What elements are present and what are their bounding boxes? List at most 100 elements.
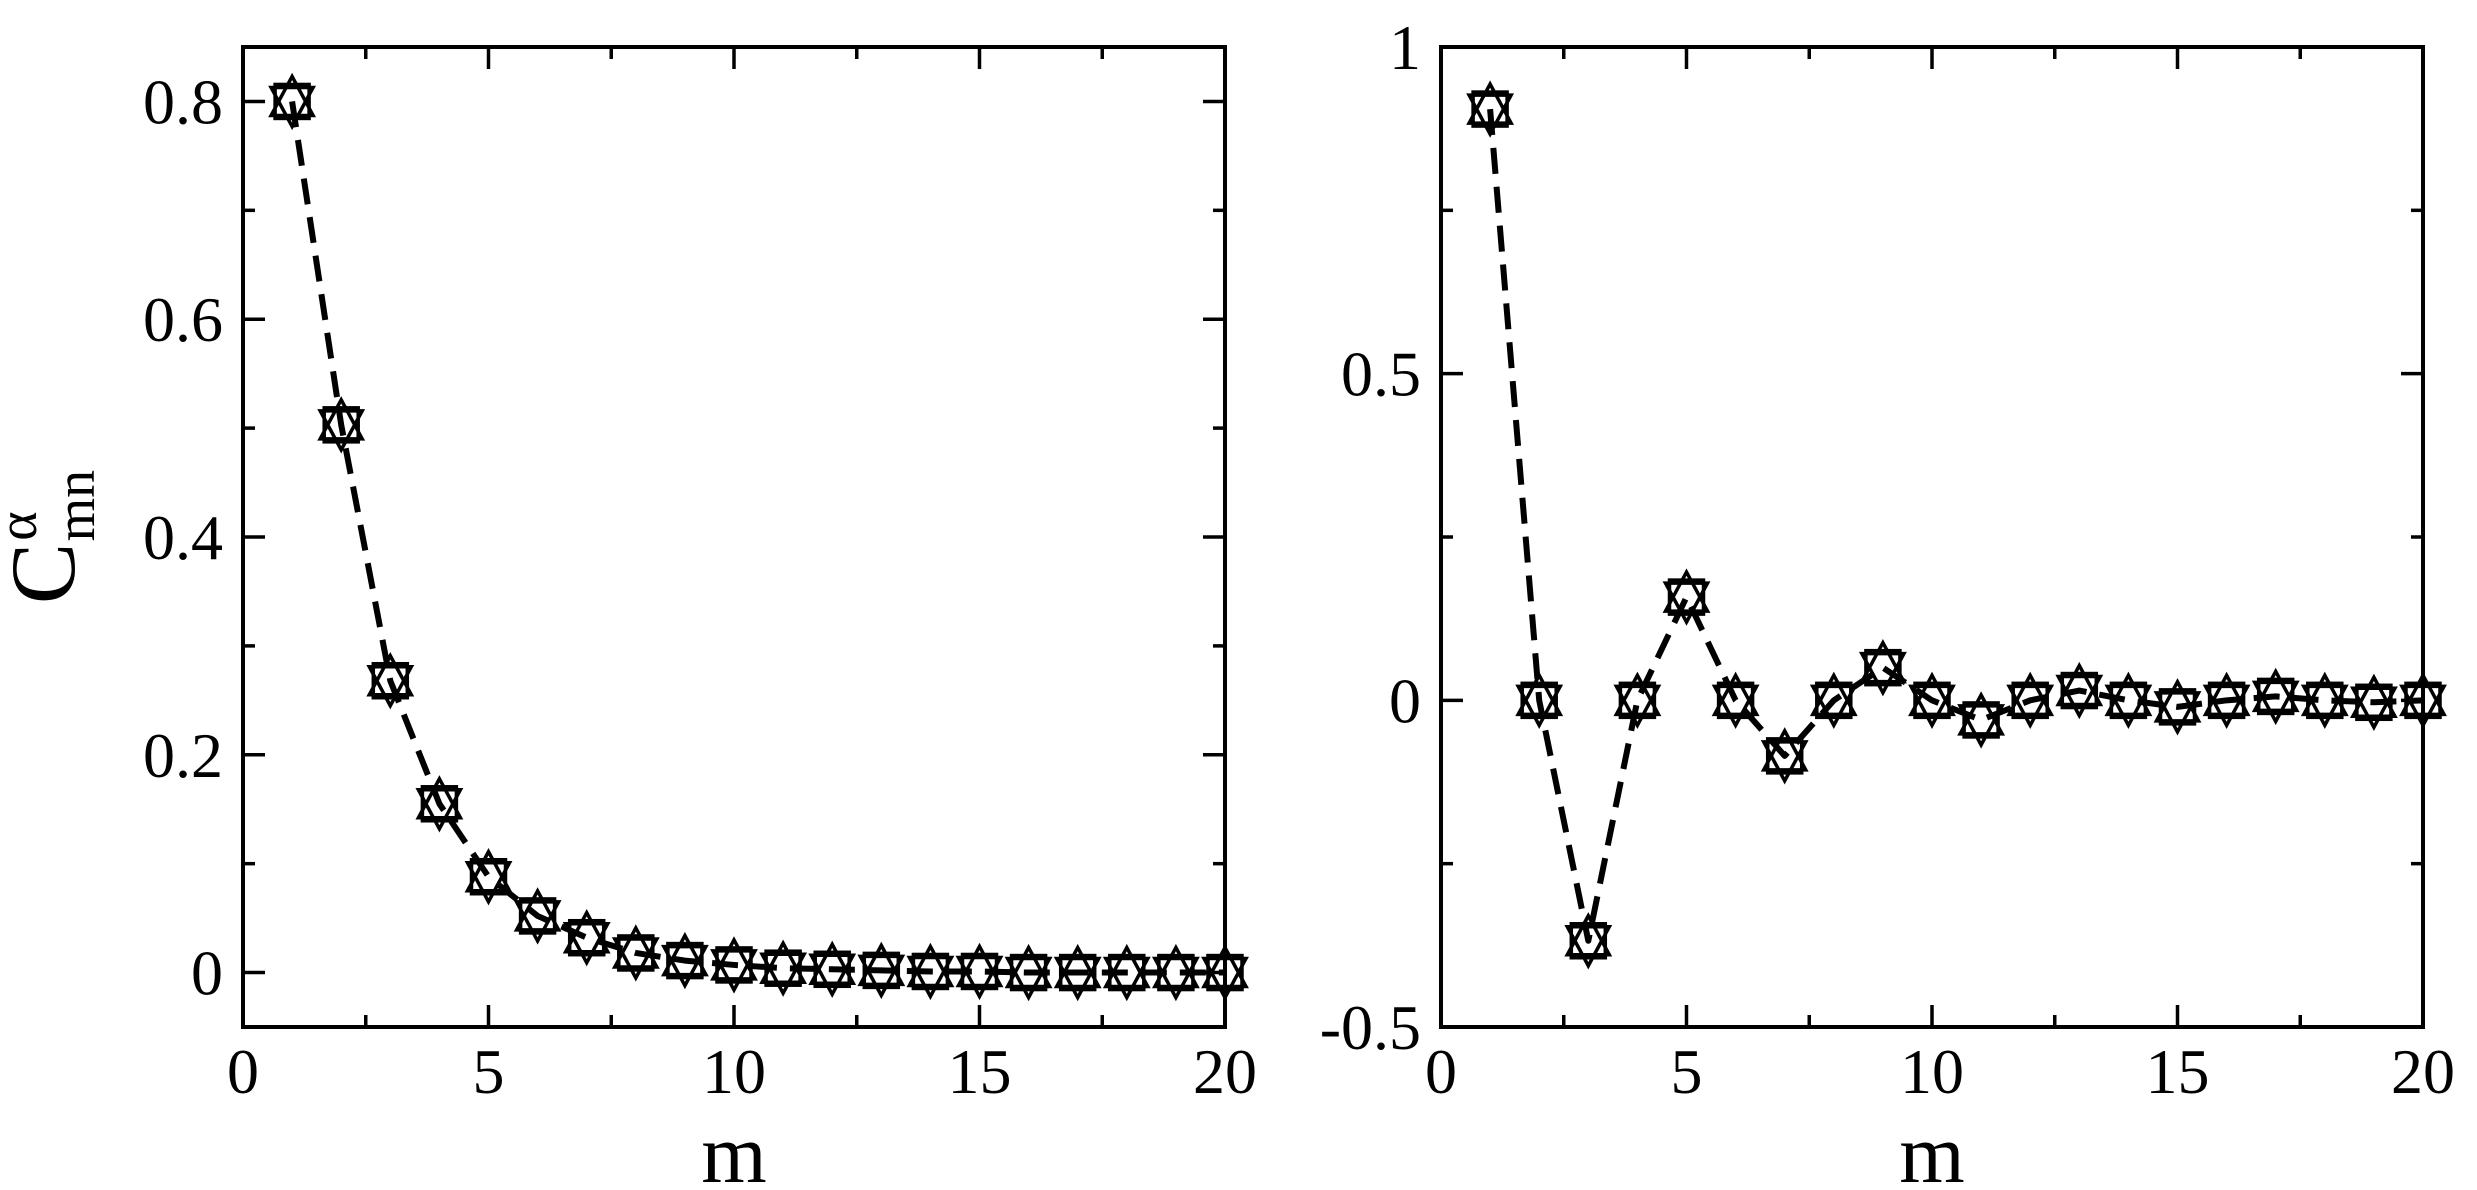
- triangle-down-point: [906, 955, 955, 1001]
- triangle-down-point: [1004, 956, 1053, 1002]
- triangle-down-point: [1957, 704, 2006, 749]
- triangle-down-point: [562, 921, 611, 967]
- triangle-up-point: [2055, 661, 2104, 707]
- triangle-up-point: [2104, 671, 2153, 717]
- triangle-up-point: [415, 775, 464, 820]
- square-point: [2158, 688, 2197, 726]
- triangle-up-point: [1858, 638, 1907, 684]
- triangle-down-point: [317, 409, 366, 454]
- triangle-up-point: [660, 931, 709, 977]
- triangle-up-point: [1662, 568, 1711, 613]
- square-point: [1815, 681, 1853, 720]
- series-line: [289, 100, 1225, 976]
- square-point: [2355, 683, 2393, 722]
- triangle-up-point: [611, 924, 660, 969]
- x-tick-label: 15: [948, 1036, 1012, 1107]
- square-point: [1471, 90, 1509, 128]
- square-point: [715, 946, 753, 984]
- triangle-down-point: [759, 952, 808, 997]
- triangle-down-point: [1053, 956, 1102, 1002]
- triangle-up-point: [1515, 671, 1564, 717]
- y-tick-label: 0.8: [143, 66, 223, 137]
- triangle-down-point: [611, 937, 660, 982]
- x-tick-label: 20: [2391, 1036, 2455, 1107]
- y-axis-title: Cαmn: [0, 470, 107, 604]
- x-tick-label: 10: [702, 1036, 766, 1107]
- triangle-down-point: [1662, 581, 1711, 626]
- square-point: [567, 918, 606, 957]
- x-tick-label: 0: [227, 1036, 259, 1107]
- x-tick-label: 15: [2146, 1036, 2210, 1107]
- triangle-up-point: [2300, 671, 2349, 717]
- square-point: [1058, 953, 1097, 992]
- triangle-up-point: [1809, 671, 1858, 717]
- square-point: [322, 406, 360, 444]
- triangle-up-point: [2202, 671, 2251, 717]
- square-point: [764, 949, 802, 987]
- square-point: [1765, 737, 1804, 775]
- triangle-up-point: [317, 396, 366, 441]
- triangle-down-point: [2006, 684, 2055, 730]
- triangle-up-point: [857, 941, 906, 987]
- triangle-down-point: [513, 900, 562, 945]
- square-point: [666, 941, 704, 980]
- triangle-down-point: [2300, 684, 2349, 730]
- triangle-up-point: [1564, 912, 1613, 957]
- x-tick-label: 5: [1671, 1036, 1703, 1107]
- square-point: [1569, 922, 1608, 960]
- square-point: [2306, 681, 2344, 720]
- triangle-down-point: [464, 860, 513, 906]
- y-tick-label: 0: [1389, 665, 1421, 736]
- triangle-down-point: [857, 954, 906, 1000]
- triangle-up-point: [366, 652, 415, 697]
- square-point: [1206, 953, 1244, 992]
- triangle-up-point: [1151, 943, 1200, 989]
- triangle-down-point: [1858, 651, 1907, 697]
- square-point: [1157, 953, 1195, 992]
- triangle-up-point: [1201, 943, 1249, 989]
- y-tick-label: 0: [191, 938, 223, 1009]
- triangle-down-point: [1151, 956, 1200, 1002]
- square-point: [960, 952, 999, 991]
- triangle-up-point: [1466, 80, 1515, 125]
- right-panel: 0 5 10 15 20-0.500.51m: [1320, 12, 2455, 1190]
- square-point: [2011, 681, 2049, 720]
- y-tick-label: 0.6: [143, 284, 223, 355]
- square-point: [371, 661, 410, 700]
- triangle-up-point: [2349, 673, 2398, 719]
- plot-frame: [1439, 45, 2425, 1029]
- x-tick-label: 5: [473, 1036, 505, 1107]
- y-tick-label: 1: [1389, 12, 1421, 83]
- y-tick-label: 0.4: [143, 502, 223, 573]
- square-point: [1618, 681, 1657, 720]
- triangle-down-point: [1201, 956, 1249, 1002]
- triangle-up-point: [1760, 727, 1809, 772]
- triangle-up-point: [2006, 671, 2055, 717]
- square-point: [617, 934, 655, 972]
- triangle-up-point: [1102, 943, 1151, 989]
- y-tick-label: -0.5: [1320, 992, 1421, 1063]
- triangle-down-point: [955, 955, 1004, 1001]
- square-point: [469, 857, 508, 896]
- triangle-down-point: [2104, 684, 2153, 730]
- square-point: [911, 952, 950, 991]
- triangle-up-point: [1711, 671, 1760, 717]
- triangle-up-point: [513, 887, 562, 932]
- square-point: [1962, 701, 2000, 739]
- square-point: [273, 82, 311, 121]
- left-panel: 0 5 10 15 20 0 0.2 0.4 0.6 0.8 m Cαmn: [0, 45, 1257, 1190]
- plot-frame: [241, 45, 1227, 1029]
- triangle-up-point: [2251, 667, 2300, 713]
- square-point: [1716, 681, 1755, 720]
- triangle-down-point: [2153, 691, 2202, 736]
- triangle-down-point: [2399, 684, 2447, 730]
- triangle-up-point: [2153, 678, 2202, 723]
- series-line: [1487, 108, 2424, 944]
- triangle-down-point: [1466, 93, 1515, 138]
- triangle-up-point: [808, 940, 857, 986]
- triangle-down-point: [1515, 684, 1564, 730]
- square-point: [813, 950, 851, 989]
- triangle-up-point: [1613, 671, 1662, 717]
- triangle-down-point: [1711, 684, 1760, 730]
